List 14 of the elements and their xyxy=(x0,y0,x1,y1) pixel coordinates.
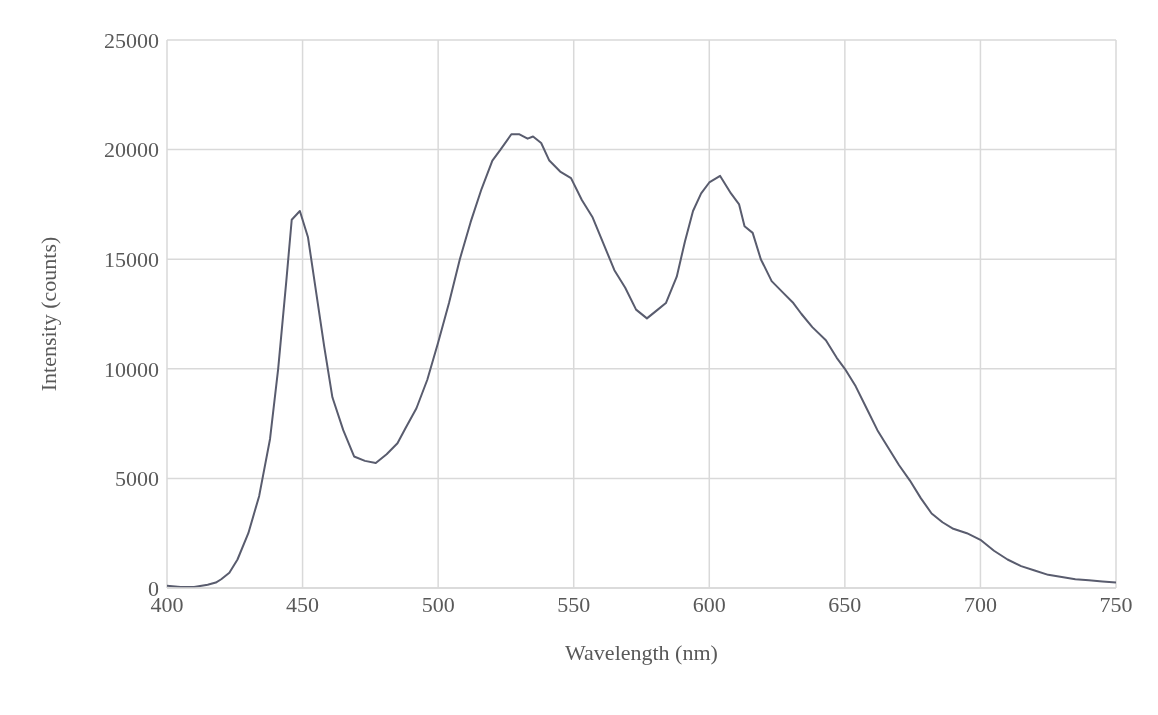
x-tick-label: 700 xyxy=(963,591,997,617)
x-tick-label: 500 xyxy=(421,591,455,617)
y-tick-label: 20000 xyxy=(104,137,159,163)
y-axis-title: Intensity (counts) xyxy=(35,236,61,392)
x-tick-label: 600 xyxy=(692,591,726,617)
y-tick-label: 10000 xyxy=(104,356,159,382)
x-axis-title: Wavelength (nm) xyxy=(565,640,718,665)
y-tick-label: 15000 xyxy=(104,247,159,273)
x-tick-label: 550 xyxy=(557,591,591,617)
x-tick-label: 650 xyxy=(828,591,862,617)
y-tick-label: 5000 xyxy=(115,466,159,492)
x-tick-label: 450 xyxy=(286,591,320,617)
y-tick-label: 25000 xyxy=(104,27,159,53)
x-tick-label: 750 xyxy=(1099,591,1133,617)
